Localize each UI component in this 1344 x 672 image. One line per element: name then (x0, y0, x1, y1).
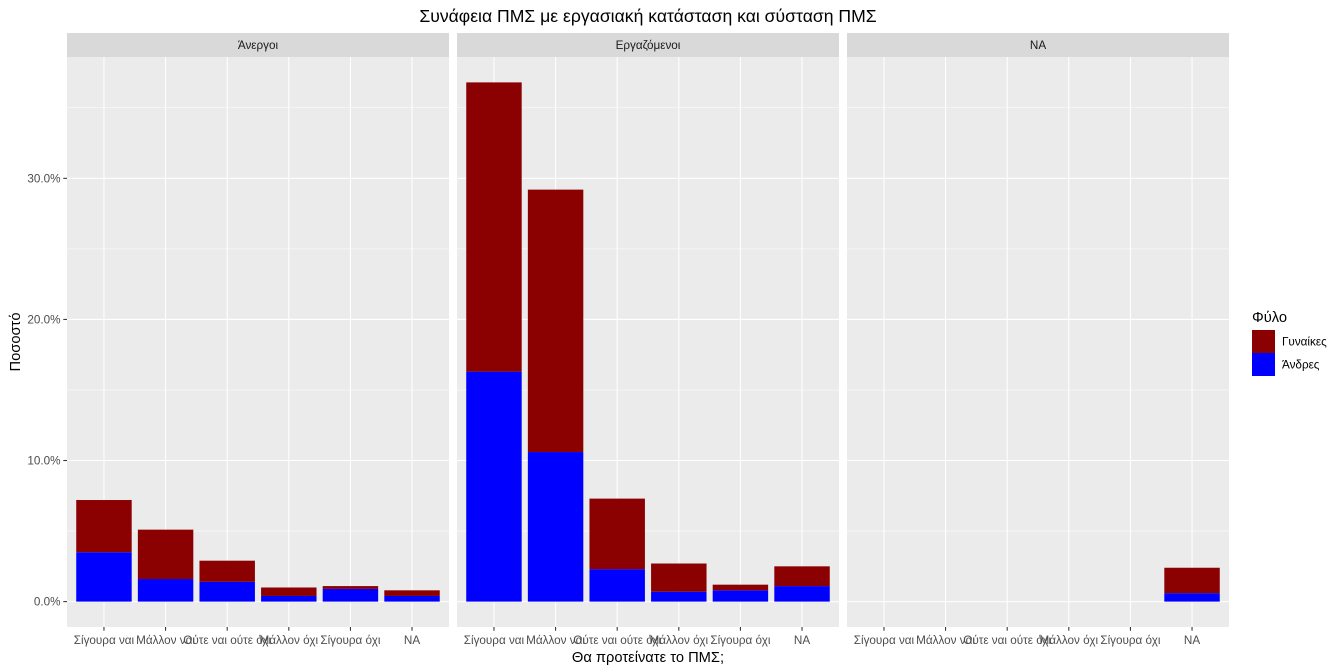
facet-strip (67, 33, 449, 57)
bar-unemployed-4-women (261, 587, 317, 596)
bar-employed-2-men (527, 452, 584, 602)
y-tick-label: 30.0% (27, 172, 60, 185)
legend-title: Φύλο (1252, 310, 1287, 326)
facet-label: Άνεργοι (238, 39, 279, 52)
legend-label-women: Γυναίκες (1282, 336, 1327, 349)
x-tick-label: Μάλλον ναι (916, 634, 975, 647)
x-tick-label: Ούτε ναι ούτε όχι (183, 634, 271, 647)
x-tick-label: Ούτε ναι ούτε όχι (963, 634, 1051, 647)
facet-strip (457, 33, 839, 57)
bar-unemployed-3-men (199, 581, 255, 602)
x-tick-label: Σίγουρα ναι (464, 634, 525, 647)
legend-label-men: Άνδρες (1282, 359, 1320, 372)
x-tick-label: Μάλλον όχι (1040, 634, 1099, 647)
bar-unemployed-1-women (76, 500, 132, 553)
bar-employed-6-women (774, 566, 830, 587)
bar-unemployed-6-men (384, 595, 440, 602)
y-axis: 0.0% 10.0% 20.0% 30.0% (27, 172, 67, 609)
x-tick-label: Ούτε ναι ούτε όχι (573, 634, 661, 647)
bar-unemployed-3-women (199, 560, 255, 582)
bar-employed-3-women (589, 498, 645, 570)
x-tick-label: Σίγουρα όχι (320, 634, 381, 647)
panel-background (847, 57, 1229, 627)
bar-employed-4-women (651, 563, 707, 592)
x-tick-label: NA (404, 634, 420, 647)
bar-employed-5-women (712, 584, 769, 591)
facet-label: NA (1030, 39, 1046, 52)
y-tick-label: 0.0% (34, 596, 61, 609)
bar-unemployed-1-men (76, 552, 132, 602)
x-axis-title: Θα προτείνατε το ΠΜΣ; (572, 650, 724, 666)
x-tick-label: NA (794, 634, 810, 647)
bar-unemployed-6-women (384, 590, 440, 596)
y-axis-title: Ποσοστό (8, 312, 24, 371)
facet-label: Εργαζόμενοι (616, 39, 681, 52)
y-tick-label: 20.0% (27, 313, 60, 326)
bar-employed-1-men (466, 371, 522, 602)
x-tick-label: Μάλλον ναι (136, 634, 195, 647)
bar-unemployed-4-men (261, 595, 317, 602)
legend-key-men (1252, 353, 1275, 376)
bar-employed-3-men (589, 569, 645, 602)
x-tick-label: NA (1184, 634, 1200, 647)
bar-employed-5-men (712, 590, 769, 602)
bar-unemployed-5-women (322, 586, 379, 589)
bar-na-6-women (1164, 567, 1220, 594)
x-tick-label: Σίγουρα ναι (854, 634, 915, 647)
bar-unemployed-5-men (322, 588, 379, 602)
x-tick-label: Σίγουρα όχι (710, 634, 771, 647)
legend: Φύλο Γυναίκες Άνδρες (1252, 310, 1327, 376)
x-tick-label: Σίγουρα όχι (1100, 634, 1161, 647)
x-tick-label: Μάλλον ναι (526, 634, 585, 647)
facet-strip (847, 33, 1229, 57)
legend-key-women (1252, 330, 1275, 353)
bar-unemployed-2-men (137, 579, 194, 602)
x-tick-label: Μάλλον όχι (260, 634, 319, 647)
bar-employed-2-women (527, 189, 584, 453)
bar-unemployed-2-women (137, 529, 194, 580)
bar-employed-1-women (466, 82, 522, 372)
x-tick-label: Μάλλον όχι (650, 634, 709, 647)
chart-title: Συνάφεια ΠΜΣ με εργασιακή κατάσταση και … (419, 6, 876, 26)
bar-na-6-men (1164, 593, 1220, 602)
y-tick-label: 10.0% (27, 455, 60, 468)
x-tick-label: Σίγουρα ναι (74, 634, 135, 647)
bar-employed-4-men (651, 591, 707, 602)
bar-employed-6-men (774, 586, 830, 602)
